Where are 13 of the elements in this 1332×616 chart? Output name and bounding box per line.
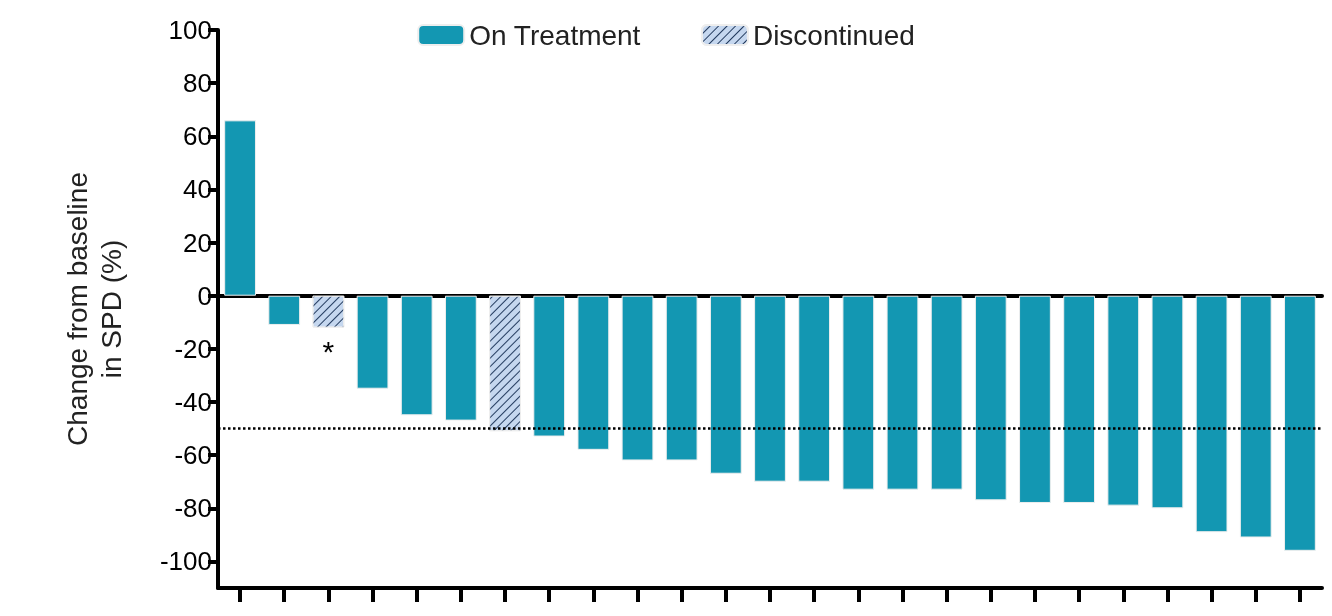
y-tick-label: 60 bbox=[183, 121, 212, 152]
y-tick-label: 80 bbox=[183, 68, 212, 99]
y-tick-label: 100 bbox=[168, 15, 212, 45]
y-tick-label: -80 bbox=[174, 493, 212, 524]
y-axis-title: Change from baseline in SPD (%) bbox=[61, 172, 127, 446]
annotation: * bbox=[322, 335, 335, 369]
y-tick-label: -100 bbox=[159, 546, 212, 577]
y-tick-label: 20 bbox=[183, 227, 212, 258]
legend-label: On Treatment bbox=[469, 19, 641, 51]
legend-label: Discontinued bbox=[752, 19, 915, 51]
y-tick-label: -40 bbox=[174, 387, 212, 417]
y-tick-label: -20 bbox=[174, 333, 212, 364]
y-tick-label: -60 bbox=[174, 440, 212, 471]
